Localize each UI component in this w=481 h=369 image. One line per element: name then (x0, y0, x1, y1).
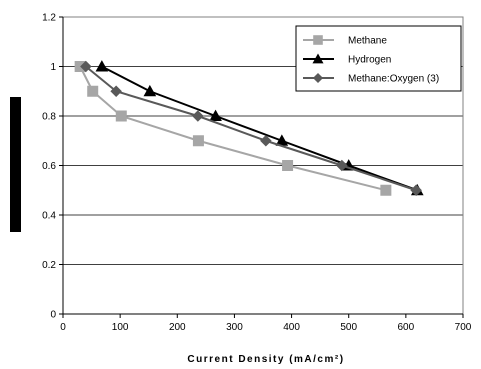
series-group (74, 60, 424, 197)
x-tick-label: 700 (455, 322, 472, 333)
legend-label: Methane:Oxygen (3) (348, 74, 439, 85)
data-point (87, 85, 99, 97)
data-point (380, 184, 392, 196)
x-tick-label: 400 (283, 322, 300, 333)
y-axis-label-redacted (10, 97, 21, 232)
data-point (80, 60, 92, 73)
data-point (282, 160, 294, 171)
y-tick-label: 0.2 (42, 260, 56, 271)
y-tick-label: 0.8 (42, 112, 56, 123)
legend-label: Methane (348, 36, 387, 47)
legend-swatch-marker (313, 35, 323, 45)
x-tick-label: 0 (60, 322, 66, 333)
legend-entry: Methane:Oxygen (3) (303, 72, 439, 85)
data-point (115, 110, 127, 122)
x-tick-label: 300 (226, 322, 243, 333)
x-tick-label: 100 (112, 322, 129, 333)
data-point (336, 159, 348, 172)
series-line (101, 65, 418, 192)
data-point (275, 134, 289, 146)
legend-swatch-marker (312, 53, 324, 64)
y-tick-label: 0.4 (42, 211, 56, 222)
data-point (410, 184, 422, 197)
axes: 0 0.2 0.4 0.6 0.8 1 1.2 0 100 200 300 400 500 600 700 (42, 13, 472, 334)
y-tick-label: 0 (50, 310, 56, 321)
y-tick-label: 1.2 (42, 13, 56, 24)
data-point (143, 84, 157, 97)
legend-entry: Hydrogen (303, 53, 391, 66)
x-tick-label: 600 (398, 322, 415, 333)
y-tick-label: 1 (50, 62, 56, 73)
data-point (110, 85, 122, 98)
data-point (95, 60, 109, 72)
series-line (85, 65, 417, 192)
x-tick-label: 200 (169, 322, 186, 333)
data-point (260, 134, 272, 147)
x-axis-title: Current Density (mA/cm²) (187, 354, 344, 365)
legend-swatch-marker (312, 72, 324, 84)
legend-label: Hydrogen (348, 55, 391, 66)
legend: Methane Hydrogen Methane:Oxygen (3) (295, 25, 462, 92)
legend-entry: Methane (303, 35, 387, 47)
x-tick-label: 500 (340, 322, 357, 333)
y-tick-label: 0.6 (42, 161, 56, 172)
data-point (192, 110, 204, 122)
data-point (192, 135, 204, 147)
series-methane-oxygen-3 (80, 60, 422, 197)
data-point (209, 109, 222, 122)
